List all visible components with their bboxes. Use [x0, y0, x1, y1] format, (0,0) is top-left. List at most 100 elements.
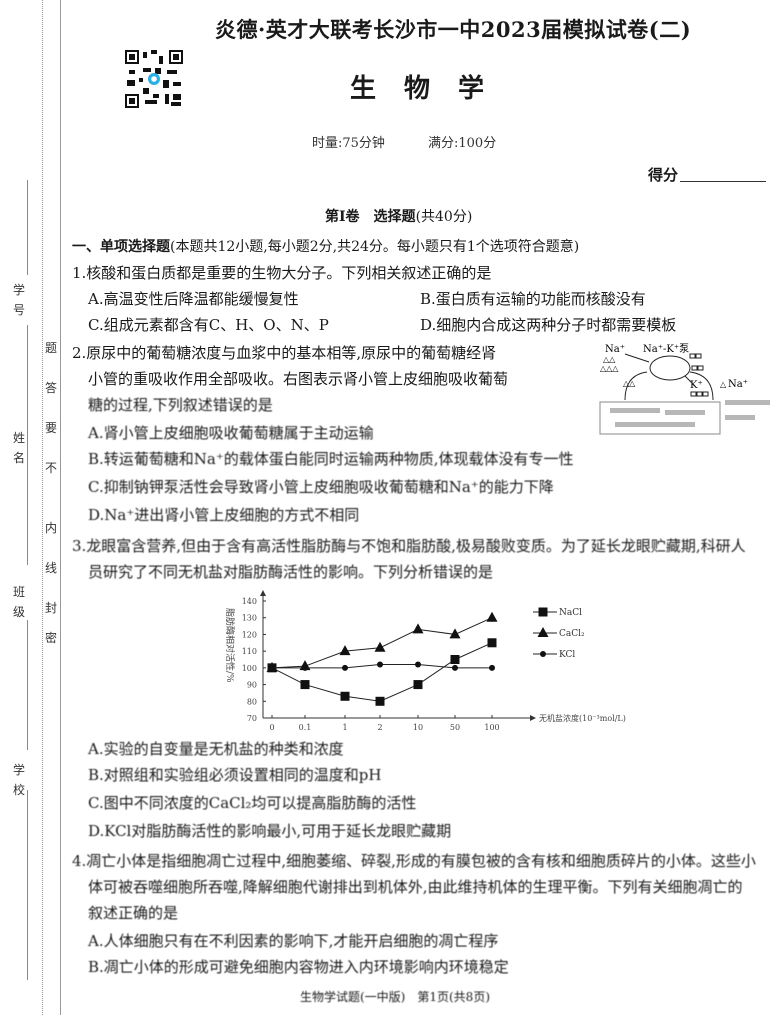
- y-axis-label: 脂肪酶相对活性/%: [224, 608, 236, 683]
- x-tick-label: 2: [377, 723, 382, 732]
- data-point-NaCl: [487, 638, 497, 648]
- field-class: 班级: [12, 585, 25, 619]
- legend-marker: [540, 651, 546, 657]
- na-label: Na⁺: [605, 344, 625, 355]
- x-tick-label: 0: [269, 723, 274, 732]
- data-point-CaCl₂: [486, 611, 498, 622]
- question-4-stem: 4.凋亡小体是指细胞凋亡过程中,细胞萎缩、碎裂,形成的有膜包被的含有核和细胞质碎…: [72, 852, 756, 870]
- legend-label: CaCl₂: [559, 629, 585, 639]
- q2-option-a: A.肾小管上皮细胞吸收葡萄糖属于主动运输: [88, 424, 374, 442]
- y-tick-label: 90: [247, 681, 257, 690]
- seal-char: 内: [44, 521, 57, 535]
- part-heading: 一、单项选择题(本题共12小题,每小题2分,共24分。每小题只有1个选项符合题意…: [72, 239, 580, 255]
- field-line: [27, 325, 28, 565]
- q1-option-c: C.组成元素都含有C、H、O、N、P: [88, 316, 329, 334]
- q1-option-b: B.蛋白质有运输的功能而核酸没有: [420, 290, 646, 308]
- legend-marker: [538, 607, 548, 617]
- data-point-KCl: [377, 661, 383, 668]
- data-point-NaCl: [300, 680, 310, 690]
- k-label: K⁺: [690, 380, 703, 391]
- x-tick-label: 10: [413, 723, 423, 732]
- q4-option-b: B.凋亡小体的形成可避免细胞内容物进入内环境影响内环境稳定: [88, 958, 509, 976]
- seal-char: 密: [44, 631, 57, 645]
- q4-option-a: A.人体细胞只有在不利因素的影响下,才能开启细胞的凋亡程序: [88, 932, 499, 950]
- q2-option-b: B.转运葡萄糖和Na⁺的载体蛋白能同时运输两种物质,体现载体没有专一性: [88, 450, 574, 468]
- y-tick-label: 130: [242, 614, 257, 623]
- na-legend-label: Na⁺: [728, 379, 748, 390]
- seal-char: 题: [44, 341, 57, 355]
- x-tick-label: 1: [342, 723, 347, 732]
- enzyme-activity-chart: 70 80 90 100 110 120 130 140 0 0.1 1 2 10 50 100 无机盐浓度(…: [224, 590, 626, 732]
- field-school: 学校: [12, 763, 25, 797]
- svg-text:△△: △△: [603, 355, 616, 364]
- subject-title: 生物学: [350, 74, 513, 104]
- question-2-stem: 糖的过程,下列叙述错误的是: [88, 396, 273, 414]
- field-student-id: 学号: [12, 283, 25, 317]
- field-name: 姓名: [12, 431, 25, 465]
- q2-option-c: C.抑制钠钾泵活性会导致肾小管上皮细胞吸收葡萄糖和Na⁺的能力下降: [88, 478, 554, 496]
- question-3-stem: 3.龙眼富含营养,但由于含有高活性脂肪酶与不饱和脂肪酸,极易酸败变质。为了延长龙…: [72, 537, 746, 555]
- data-point-CaCl₂: [374, 641, 386, 652]
- data-point-NaCl: [413, 680, 423, 690]
- question-2-stem: 2.原尿中的葡萄糖浓度与血浆中的基本相等,原尿中的葡萄糖经肾: [72, 344, 497, 362]
- q3-option-c: C.图中不同浓度的CaCl₂均可以提高脂肪酶的活性: [88, 794, 417, 812]
- x-axis-label: 无机盐浓度(10⁻³mol/L): [539, 713, 626, 723]
- data-point-CaCl₂: [412, 623, 424, 634]
- legend-label: NaCl: [559, 608, 582, 618]
- kidney-cell-diagram: Na⁺ Na⁺-K⁺泵 K⁺ Na⁺ △△△△△△△ △: [599, 343, 770, 435]
- seal-char: 线: [44, 561, 57, 575]
- svg-text:△△△: △△△: [600, 364, 619, 373]
- data-point-CaCl₂: [339, 645, 351, 656]
- page-footer: 生物学试题(一中版) 第1页(共8页): [300, 990, 490, 1004]
- question-1-stem: 1.核酸和蛋白质都是重要的生物大分子。下列相关叙述正确的是: [72, 264, 492, 282]
- section-title: 第Ⅰ卷 选择题(共40分): [325, 209, 473, 225]
- data-point-CaCl₂: [449, 628, 461, 639]
- qr-code-icon: [125, 50, 183, 108]
- data-point-NaCl: [340, 691, 350, 701]
- y-tick-label: 110: [242, 647, 257, 656]
- question-2-stem: 小管的重吸收作用全部吸收。右图表示肾小管上皮细胞吸收葡萄: [88, 370, 509, 388]
- y-tick-label: 70: [247, 714, 257, 723]
- legend-label: KCl: [559, 650, 575, 660]
- data-point-KCl: [415, 661, 421, 668]
- data-point-KCl: [269, 664, 275, 671]
- data-point-KCl: [489, 664, 495, 671]
- y-tick-label: 120: [242, 630, 257, 639]
- q3-option-d: D.KCl对脂肪酶活性的影响最小,可用于延长龙眼贮藏期: [88, 822, 452, 840]
- y-axis-arrow: [260, 590, 266, 596]
- data-point-NaCl: [450, 655, 460, 664]
- q1-option-d: D.细胞内合成这两种分子时都需要模板: [420, 316, 677, 334]
- field-line: [27, 790, 28, 980]
- question-4-stem: 叙述正确的是: [88, 904, 179, 922]
- field-line: [27, 180, 28, 275]
- y-tick-label: 100: [242, 664, 257, 673]
- seal-char: 要: [44, 421, 57, 435]
- q2-option-d: D.Na⁺进出肾小管上皮细胞的方式不相同: [88, 506, 360, 524]
- seal-line: [60, 0, 61, 1015]
- score-field[interactable]: [680, 181, 766, 182]
- data-point-KCl: [342, 664, 348, 671]
- x-tick-label: 100: [484, 723, 499, 732]
- full-score: 满分:100分: [428, 136, 497, 151]
- y-tick-label: 80: [247, 697, 257, 706]
- seal-line-dotted: [42, 0, 43, 1015]
- seal-char: 答: [44, 381, 57, 395]
- data-point-KCl: [452, 664, 458, 671]
- data-point-NaCl: [375, 696, 385, 706]
- q1-option-a: A.高温变性后降温都能缓慢复性: [88, 290, 299, 308]
- pump-label: Na⁺-K⁺泵: [643, 343, 689, 355]
- q3-option-b: B.对照组和实验组必须设置相同的温度和pH: [88, 766, 382, 784]
- x-axis-arrow: [530, 715, 536, 721]
- score-label: 得分: [648, 166, 679, 184]
- data-point-KCl: [302, 664, 308, 671]
- field-line: [27, 620, 28, 750]
- x-tick-label: 0.1: [299, 723, 312, 732]
- q3-option-a: A.实验的自变量是无机盐的种类和浓度: [88, 740, 344, 758]
- exam-title: 炎德·英才大联考长沙市一中2023届模拟试卷(二): [215, 17, 692, 42]
- exam-time: 时量:75分钟: [312, 136, 385, 151]
- y-tick-label: 140: [242, 597, 257, 606]
- seal-char: 封: [44, 601, 57, 615]
- svg-text:△: △: [720, 380, 727, 389]
- x-tick-label: 50: [450, 723, 460, 732]
- question-3-stem: 员研究了不同无机盐对脂肪酶活性的影响。下列分析错误的是: [88, 563, 494, 581]
